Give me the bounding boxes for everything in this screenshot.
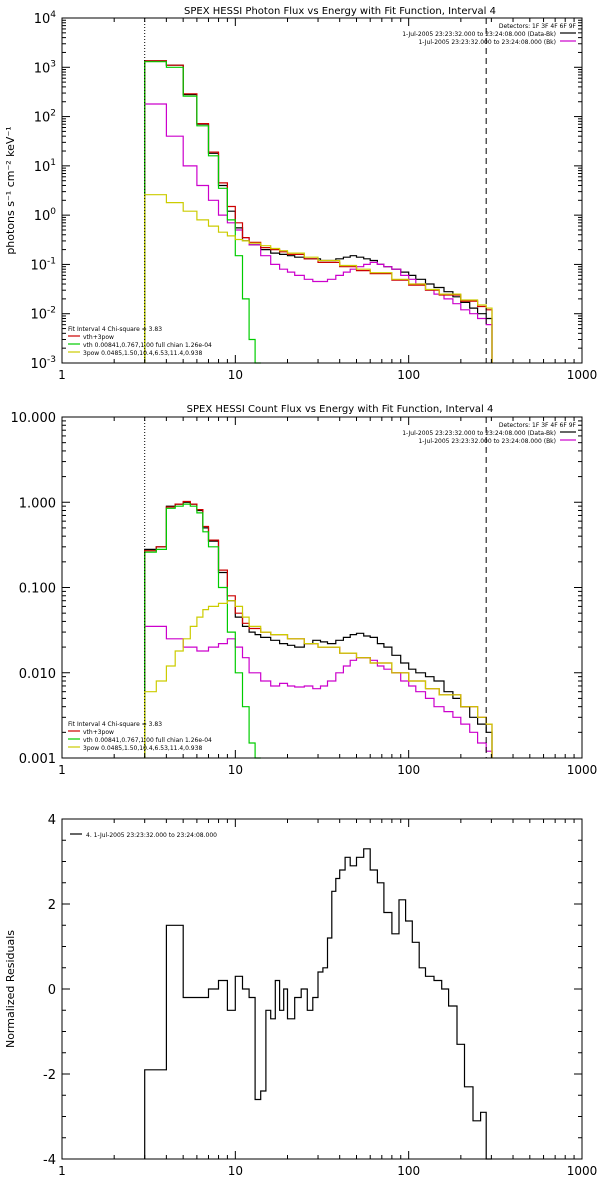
residuals-y-tick-label: 4 (48, 813, 56, 828)
photon-flux-x-tick-label: 10 (228, 368, 243, 382)
photon-flux-y-tick-exp: -3 (47, 355, 56, 365)
count-flux-lines (144, 417, 493, 759)
count-flux-x-tick-label: 100 (397, 763, 420, 777)
photon-flux-legend-top: Detectors: 1F 3F 4F 6F 9F1-Jul-2005 23:2… (402, 23, 576, 46)
count-flux-y-tick-label: 0.100 (19, 582, 56, 597)
count-flux-legend-top: Detectors: 1F 3F 4F 6F 9F1-Jul-2005 23:2… (402, 422, 576, 445)
residuals-legend-top: 4. 1-Jul-2005 23:23:32.000 to 23:24:08.0… (70, 832, 217, 839)
residuals-x-tick-label: 1 (58, 1164, 66, 1178)
photon-flux-y-tick-exp: -1 (47, 256, 56, 266)
photon-flux-legend-bottom-entry: Fit Interval 4 Chi-square = 3.83 (68, 326, 162, 333)
residuals-plot-frame (61, 818, 583, 1160)
count-flux-y-tick-label: 0.001 (19, 752, 56, 767)
photon-flux-y-tick-base: 10 (30, 258, 47, 273)
photon-flux-y-tick-label: 103 (34, 59, 56, 76)
residuals-y-tick-label: 0 (48, 983, 56, 998)
photon-flux-title: SPEX HESSI Photon Flux vs Energy with Fi… (184, 6, 496, 17)
photon-flux-y-tick-exp: 0 (50, 207, 56, 217)
count-flux-legend-top-entry: 1-Jul-2005 23:23:32.000 to 23:24:08.000 … (418, 438, 556, 445)
photon-flux-y-tick-label: 10-2 (30, 306, 56, 323)
photon-flux-ylabel: photons s⁻¹ cm⁻² keV⁻¹ (4, 126, 17, 254)
count-flux-series-3 (144, 503, 261, 759)
photon-flux-plot-frame (61, 17, 583, 364)
count-flux-series-4 (144, 600, 493, 758)
count-flux-legend-top-entry: 1-Jul-2005 23:23:32.000 to 23:24:08.000 … (402, 430, 556, 437)
residuals-ticks: 1 10 100 1000 -4 -2 0 2 4 (43, 813, 597, 1178)
photon-flux-y-tick-exp: 1 (50, 158, 56, 168)
photon-flux-legend-top-entry: 1-Jul-2005 23:23:32.000 to 23:24:08.000 … (418, 39, 556, 46)
count-flux-legend-bottom-entry: vth+3pow (83, 729, 114, 736)
residuals-panel: Normalized Residuals 1 10 100 1000 -4 -2 0 2 4 4… (4, 813, 597, 1178)
photon-flux-y-tick-label: 10-1 (30, 256, 56, 273)
photon-flux-y-tick-label: 10-3 (30, 355, 56, 372)
photon-flux-legend-bottom-entry: 3pow 0.0485,1.50,10.4,6.53,11.4,0.938 (83, 350, 202, 357)
residuals-x-tick-label: 1000 (567, 1164, 598, 1178)
count-flux-x-tick-label: 1 (58, 763, 66, 777)
count-flux-y-tick-label: 1.000 (19, 496, 56, 511)
residuals-y-tick-label: 2 (48, 898, 56, 913)
residuals-x-tick-label: 10 (228, 1164, 243, 1178)
photon-flux-y-tick-base: 10 (30, 357, 47, 372)
photon-flux-legend-bottom-entry: vth+3pow (83, 334, 114, 341)
count-flux-legend-bottom-entry: Fit Interval 4 Chi-square = 3.83 (68, 721, 162, 728)
photon-flux-x-tick-label: 100 (397, 368, 420, 382)
photon-flux-x-tick-label: 1 (58, 368, 66, 382)
count-flux-title: SPEX HESSI Count Flux vs Energy with Fit… (187, 404, 494, 415)
residuals-y-tick-label: -2 (43, 1068, 56, 1083)
photon-flux-series-3 (144, 61, 261, 364)
photon-flux-y-tick-base: 10 (34, 160, 51, 175)
count-flux-series-1 (144, 625, 493, 758)
residuals-series-0 (144, 848, 492, 1160)
count-flux-legend-bottom-entry: vth 0.00841,0.767,1.00 full chian 1.26e-… (83, 737, 212, 744)
count-flux-plot-frame (61, 416, 583, 759)
count-flux-x-tick-label: 10 (228, 763, 243, 777)
count-flux-legend-bottom: Fit Interval 4 Chi-square = 3.83vth+3pow… (68, 721, 212, 752)
residuals-ylabel: Normalized Residuals (4, 930, 17, 1048)
residuals-y-tick-label: -4 (43, 1153, 56, 1168)
count-flux-y-tick-label: 10.000 (11, 411, 57, 426)
photon-flux-y-tick-label: 100 (34, 207, 57, 224)
photon-flux-legend-top-entry: Detectors: 1F 3F 4F 6F 9F (499, 23, 577, 30)
residuals-x-tick-label: 100 (397, 1164, 420, 1178)
photon-flux-y-tick-label: 101 (34, 158, 56, 175)
count-flux-panel: SPEX HESSI Count Flux vs Energy with Fit… (11, 404, 598, 777)
count-flux-legend-bottom-entry: 3pow 0.0485,1.50,10.4,6.53,11.4,0.938 (83, 745, 202, 752)
photon-flux-y-tick-exp: 3 (50, 59, 56, 69)
photon-flux-y-tick-exp: 2 (50, 109, 56, 119)
photon-flux-y-tick-exp: -2 (47, 306, 56, 316)
photon-flux-y-tick-base: 10 (30, 308, 47, 323)
count-flux-x-tick-label: 1000 (567, 763, 598, 777)
residuals-lines (144, 848, 492, 1160)
photon-flux-y-tick-base: 10 (34, 12, 51, 27)
photon-flux-y-tick-exp: 4 (50, 10, 56, 20)
count-flux-y-tick-label: 0.010 (19, 667, 56, 682)
photon-flux-legend-bottom-entry: vth 0.00841,0.767,1.00 full chian 1.26e-… (83, 342, 212, 349)
residuals-legend-top-entry: 4. 1-Jul-2005 23:23:32.000 to 23:24:08.0… (86, 832, 217, 839)
photon-flux-legend-bottom: Fit Interval 4 Chi-square = 3.83vth+3pow… (68, 326, 212, 357)
photon-flux-y-tick-base: 10 (34, 209, 51, 224)
photon-flux-y-tick-label: 102 (34, 109, 56, 126)
photon-flux-series-4 (144, 194, 493, 363)
photon-flux-lines (144, 18, 493, 364)
photon-flux-x-tick-label: 1000 (567, 368, 598, 382)
photon-flux-legend-top-entry: 1-Jul-2005 23:23:32.000 to 23:24:08.000 … (402, 31, 556, 38)
photon-flux-y-tick-label: 104 (34, 10, 57, 27)
photon-flux-panel: SPEX HESSI Photon Flux vs Energy with Fi… (4, 6, 597, 382)
photon-flux-y-tick-base: 10 (34, 61, 51, 76)
count-flux-ticks: 1 10 100 1000 0.001 0.010 0.100 1.000 10.000 (11, 411, 598, 777)
count-flux-legend-top-entry: Detectors: 1F 3F 4F 6F 9F (499, 422, 577, 429)
photon-flux-y-tick-base: 10 (34, 111, 51, 126)
